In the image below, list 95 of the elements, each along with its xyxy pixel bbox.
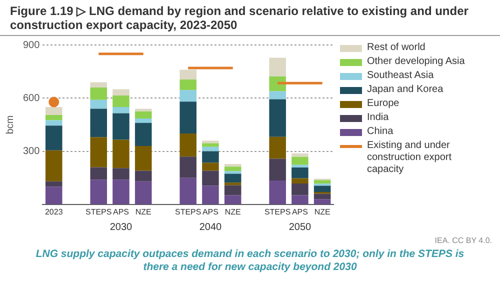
bar <box>202 151 219 163</box>
bar <box>90 88 107 100</box>
legend-label: China <box>367 126 394 138</box>
bar <box>202 162 219 171</box>
x-tick-label: 2023 <box>44 207 64 216</box>
bar <box>134 122 152 146</box>
bar <box>224 195 242 204</box>
x-tick-label: APS <box>112 207 129 216</box>
bar <box>292 195 308 204</box>
bar <box>112 140 130 168</box>
legend-label: Europe <box>367 98 400 110</box>
bar <box>292 153 308 157</box>
bar <box>112 89 130 96</box>
bar <box>112 113 130 140</box>
text: 2050 <box>288 222 312 233</box>
bar <box>292 184 308 196</box>
bar <box>45 106 62 115</box>
bar <box>202 146 219 152</box>
text: 2040 <box>199 222 222 233</box>
bar <box>180 80 196 90</box>
legend-label: Rest of world <box>367 42 426 54</box>
bar <box>90 180 107 204</box>
bar <box>90 108 107 138</box>
bar <box>224 164 242 167</box>
bar <box>45 120 62 126</box>
bar <box>134 111 152 118</box>
bar <box>134 170 152 182</box>
bar <box>224 174 242 183</box>
bar <box>269 58 286 76</box>
bar <box>269 76 286 92</box>
bar <box>112 180 130 204</box>
text: LNG supply capacity outpaces demand in each scenario to 2030; only in the STEPS is there a need for new capacity beyond 2030 <box>34 247 466 275</box>
bar <box>112 106 130 114</box>
bar <box>269 158 286 180</box>
bar <box>45 126 62 150</box>
x-tick-label: APS <box>202 207 218 216</box>
bar <box>180 102 196 134</box>
bar <box>134 108 152 112</box>
legend-label: Japan and Korea <box>367 84 444 96</box>
y-tick-label: 300 <box>22 146 40 158</box>
bar <box>269 99 286 137</box>
bar <box>45 150 62 182</box>
bar <box>224 166 242 172</box>
bar <box>202 140 219 144</box>
y-tick-label: 600 <box>22 92 40 104</box>
y-axis-title: bcm <box>4 115 16 134</box>
bar <box>180 178 196 204</box>
bar <box>134 118 152 123</box>
bar <box>269 180 286 204</box>
chart-title: Figure 1.19 ▷ LNG demand by region and scenario relative to existing and under construction export capacity, 2023-2050 <box>0 0 500 36</box>
bar <box>224 171 242 174</box>
bar <box>134 181 152 204</box>
bar <box>90 82 107 88</box>
x-tick-label: STEPS <box>174 207 202 216</box>
bar <box>45 181 62 187</box>
bar <box>314 194 331 200</box>
bar <box>314 199 331 204</box>
y-tick-label: 900 <box>22 40 40 51</box>
x-tick-label: NZE <box>135 207 152 216</box>
bar <box>314 180 331 184</box>
bar <box>224 185 242 196</box>
bar <box>292 168 308 178</box>
bar <box>269 136 286 159</box>
bar <box>202 143 219 147</box>
bar <box>180 134 196 157</box>
x-tick-label: APS <box>292 207 308 216</box>
bar <box>269 91 286 100</box>
bar <box>90 100 107 109</box>
bar <box>180 90 196 102</box>
text: IEA. CC BY 4.0. <box>434 236 493 245</box>
bar <box>45 114 62 120</box>
x-tick-label: NZE <box>314 207 330 216</box>
bar <box>292 156 308 165</box>
bar <box>90 167 107 180</box>
bar <box>180 156 196 178</box>
legend-label: India <box>367 112 389 124</box>
bar <box>45 186 62 204</box>
bar <box>180 70 196 80</box>
bar <box>134 146 152 171</box>
legend-label: Existing and under construction export capacity <box>367 140 452 176</box>
x-tick-label: NZE <box>224 207 241 216</box>
bar <box>202 170 219 186</box>
x-tick-label: STEPS <box>264 207 291 216</box>
bar <box>314 186 331 192</box>
legend-label: Southeast Asia <box>367 70 434 82</box>
bar <box>112 95 130 107</box>
text: 2030 <box>110 222 133 233</box>
legend-label: Other developing Asia <box>367 56 465 68</box>
bar <box>292 178 308 184</box>
bar <box>292 164 308 168</box>
bar <box>90 137 107 168</box>
bar <box>202 186 219 204</box>
bar <box>224 182 242 186</box>
bar <box>112 168 130 180</box>
x-tick-label: STEPS <box>85 207 112 216</box>
